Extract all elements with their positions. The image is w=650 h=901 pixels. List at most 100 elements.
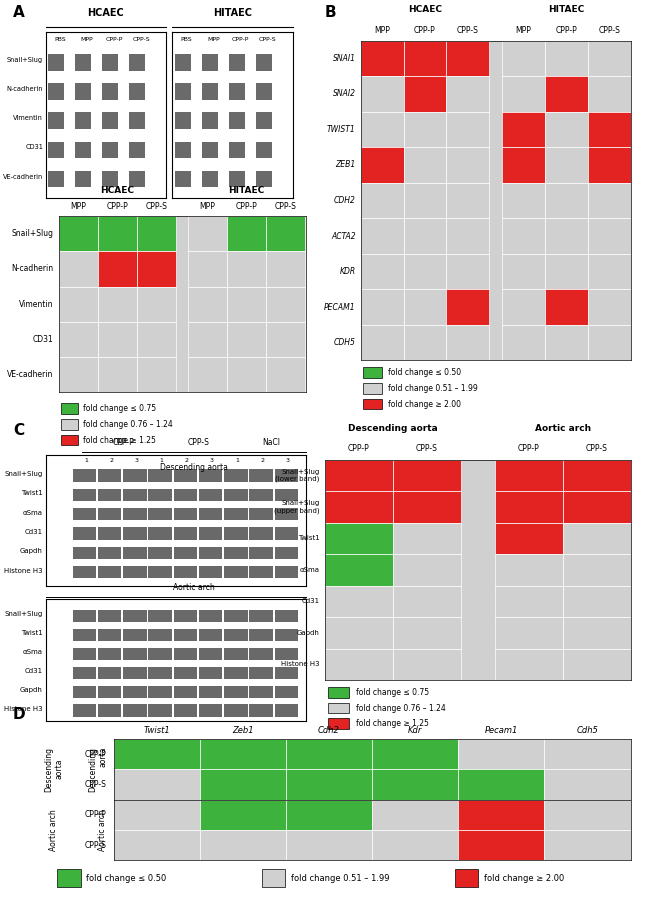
Bar	[328, 718, 350, 729]
Bar	[148, 527, 172, 540]
Text: fold change ≥ 1.25: fold change ≥ 1.25	[356, 719, 428, 728]
Text: 2: 2	[185, 458, 188, 462]
Text: Cdh5: Cdh5	[577, 726, 599, 735]
Bar	[325, 523, 393, 554]
Bar	[545, 183, 588, 218]
Bar	[393, 460, 461, 491]
Text: CDH5: CDH5	[333, 338, 356, 347]
Text: CPP-S: CPP-S	[259, 37, 277, 41]
Bar	[224, 488, 248, 501]
Text: N-cadherin: N-cadherin	[6, 86, 43, 92]
Bar	[73, 566, 96, 578]
Bar	[325, 586, 393, 617]
Bar	[256, 54, 272, 70]
Bar	[545, 218, 588, 254]
Bar	[447, 289, 489, 325]
Bar	[229, 83, 245, 100]
Bar	[404, 254, 447, 289]
Bar	[588, 76, 630, 112]
Bar	[202, 113, 218, 129]
Bar	[502, 325, 545, 360]
Text: fold change 0.76 – 1.24: fold change 0.76 – 1.24	[356, 704, 445, 713]
Bar	[174, 686, 197, 697]
Bar	[286, 769, 372, 800]
Bar	[262, 869, 285, 887]
Bar	[286, 739, 372, 769]
Bar	[102, 170, 118, 187]
Bar	[224, 610, 248, 623]
Bar	[227, 287, 266, 322]
Bar	[447, 147, 489, 183]
Bar	[202, 54, 218, 70]
Text: Snail+Slug: Snail+Slug	[12, 230, 54, 238]
Text: 2: 2	[261, 458, 265, 462]
Bar	[274, 488, 298, 501]
Text: Cd31: Cd31	[25, 668, 43, 674]
Text: Twist1: Twist1	[144, 726, 170, 735]
Bar	[274, 648, 298, 660]
Bar	[75, 170, 91, 187]
Bar	[188, 216, 227, 251]
Bar	[266, 357, 306, 392]
Text: Vimentin: Vimentin	[20, 300, 54, 308]
Text: Snail+Slug
(upper band): Snail+Slug (upper band)	[274, 500, 320, 514]
Bar	[73, 667, 96, 678]
Bar	[372, 800, 458, 830]
Bar	[73, 488, 96, 501]
Bar	[224, 566, 248, 578]
Text: Descending
aorta: Descending aorta	[44, 747, 63, 792]
Text: CPP-P: CPP-P	[232, 37, 250, 41]
Bar	[588, 147, 630, 183]
Bar	[229, 141, 245, 159]
Text: Snail+Slug
(lower band): Snail+Slug (lower band)	[275, 469, 320, 482]
Bar	[363, 398, 382, 409]
Bar	[502, 183, 545, 218]
Text: ZEB1: ZEB1	[335, 160, 356, 169]
Text: CPP-P: CPP-P	[518, 444, 540, 453]
Bar	[188, 251, 227, 287]
Bar	[274, 667, 298, 678]
Text: N-cadherin: N-cadherin	[12, 265, 54, 273]
Text: HITAEC: HITAEC	[229, 187, 265, 196]
Text: Pecam1: Pecam1	[485, 726, 518, 735]
Text: CD31: CD31	[25, 144, 43, 150]
Bar	[73, 469, 96, 482]
Text: Aortic arch: Aortic arch	[534, 423, 591, 432]
Bar	[325, 649, 393, 680]
Bar	[563, 554, 630, 586]
Bar	[325, 554, 393, 586]
Bar	[274, 547, 298, 560]
Bar	[199, 610, 222, 623]
Bar	[250, 629, 273, 642]
Bar	[361, 325, 404, 360]
Bar	[174, 566, 197, 578]
Bar	[325, 617, 393, 649]
Bar	[102, 54, 118, 70]
Bar	[188, 287, 227, 322]
Bar	[286, 800, 372, 830]
Bar	[363, 367, 382, 378]
Text: αSma: αSma	[300, 567, 320, 573]
Bar	[588, 41, 630, 76]
Bar	[502, 147, 545, 183]
Text: Twist1: Twist1	[21, 630, 43, 636]
Bar	[98, 610, 122, 623]
Bar	[563, 491, 630, 523]
Bar	[372, 830, 458, 860]
Bar	[404, 112, 447, 147]
Text: KDR: KDR	[339, 267, 356, 276]
Bar	[495, 617, 563, 649]
Bar	[200, 800, 286, 830]
Text: fold change ≤ 0.50: fold change ≤ 0.50	[86, 874, 166, 883]
Text: CDH2: CDH2	[333, 196, 356, 205]
Bar	[274, 705, 298, 716]
Text: MPP: MPP	[200, 202, 215, 211]
Text: 3: 3	[285, 458, 289, 462]
Text: Histone H3: Histone H3	[5, 568, 43, 574]
Text: CPP-P: CPP-P	[107, 202, 128, 211]
Bar	[495, 649, 563, 680]
Text: Descending aorta: Descending aorta	[348, 423, 437, 432]
Text: HCAEC: HCAEC	[87, 8, 124, 18]
Bar	[447, 325, 489, 360]
Bar	[174, 508, 197, 521]
